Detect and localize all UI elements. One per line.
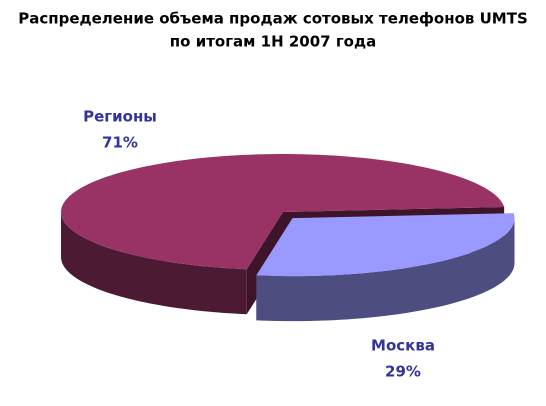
pie-slice (256, 213, 515, 277)
slice-label: Регионы (83, 108, 157, 126)
slice-side (61, 212, 247, 315)
slice-value-label: 71% (102, 134, 138, 152)
slice-label: Москва (371, 337, 435, 355)
chart-title: Распределение объема продаж сотовых теле… (18, 10, 528, 28)
slice-value-label: 29% (385, 363, 421, 381)
chart-title: по итогам 1H 2007 года (170, 33, 376, 51)
pie-slice (61, 154, 505, 270)
slice-side (256, 218, 515, 322)
